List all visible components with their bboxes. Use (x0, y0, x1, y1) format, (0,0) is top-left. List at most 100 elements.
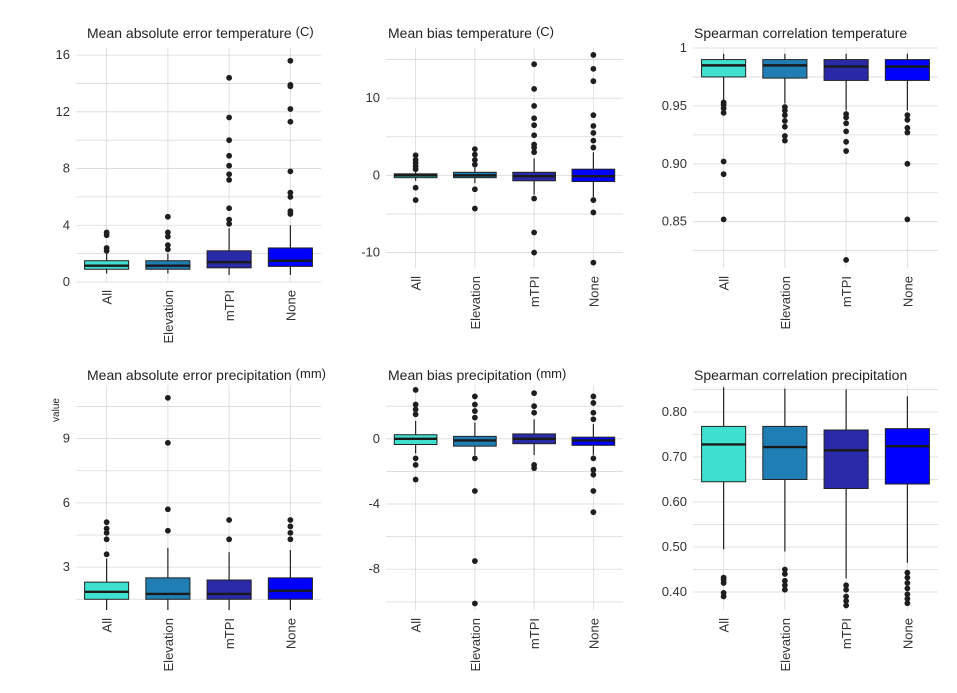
x-category-label: Elevation (161, 290, 176, 343)
x-category-label: mTPI (222, 618, 237, 649)
outlier-point (720, 590, 727, 596)
outlier-point (471, 414, 478, 421)
outlier-point (103, 529, 110, 536)
outlier-point (164, 506, 171, 513)
x-category-label: Elevation (161, 618, 176, 671)
outlier-point (287, 57, 294, 64)
x-category-label: All (100, 290, 115, 305)
x-category-label: All (100, 618, 115, 633)
outlier-point (843, 593, 850, 600)
outlier-point (287, 194, 294, 200)
y-tick-label: 0 (373, 431, 380, 446)
box-mtpi (206, 250, 252, 269)
outlier-point (590, 65, 597, 72)
panel-3: Spearman correlation temperature 0.85 0.90… (662, 25, 938, 329)
box-none (884, 59, 930, 81)
outlier-point (103, 536, 110, 543)
outlier-point (781, 118, 788, 124)
outlier-point (103, 229, 110, 236)
outlier-point (164, 233, 171, 240)
outlier-point (226, 152, 233, 159)
outlier-point (590, 144, 597, 151)
y-tick-label: 0.85 (662, 214, 687, 229)
x-category-label: All (717, 276, 732, 291)
y-tick-label: 10 (366, 90, 380, 105)
outlier-point (781, 586, 788, 593)
outlier-point (412, 455, 419, 462)
outlier-point (287, 208, 294, 214)
outlier-point (471, 205, 478, 212)
outlier-point (471, 186, 478, 193)
y-tick-label: 16 (56, 47, 70, 62)
outlier-point (226, 171, 233, 178)
outlier-point (590, 393, 597, 400)
outlier-point (471, 151, 478, 158)
panel-title: Spearman correlation temperature (694, 25, 907, 41)
outlier-point (590, 78, 597, 85)
x-category-label: mTPI (839, 618, 854, 649)
outlier-point (590, 209, 597, 216)
outlier-point (781, 582, 788, 589)
panel-4: Mean absolute error precipitation (mm) 3 6 9… (63, 366, 326, 671)
box-mtpi (206, 579, 252, 600)
outlier-point (590, 416, 597, 423)
y-tick-label: 0.40 (662, 584, 687, 599)
outlier-point (412, 386, 419, 393)
outlier-point (781, 112, 788, 119)
outlier-point (904, 600, 911, 607)
outlier-point (843, 111, 850, 117)
outlier-point (904, 580, 911, 586)
outlier-point (781, 123, 788, 130)
y-tick-label: 0.60 (662, 494, 687, 509)
x-category-label: mTPI (527, 276, 542, 307)
outlier-point (226, 536, 233, 543)
outlier-point (103, 245, 110, 251)
y-tick-label: -4 (368, 496, 380, 511)
outlier-point (531, 249, 538, 256)
outlier-point (904, 585, 911, 592)
panel-title-text: Mean bias precipitation (388, 367, 532, 383)
outlier-point (531, 61, 538, 68)
outlier-point (103, 519, 110, 526)
outlier-point (531, 86, 538, 92)
panel-title: Mean absolute error temperature (C) (87, 24, 314, 41)
outlier-point (590, 197, 597, 203)
outlier-point (412, 157, 419, 163)
outlier-point (471, 401, 478, 408)
outlier-point (590, 488, 597, 494)
outlier-point (590, 455, 597, 462)
outlier-point (471, 157, 478, 163)
outlier-point (590, 471, 597, 478)
outlier-point (720, 216, 727, 223)
outlier-point (531, 122, 538, 129)
outlier-point (287, 523, 294, 530)
panel-title-text: Spearman correlation temperature (694, 25, 907, 41)
outlier-point (226, 137, 233, 144)
outlier-point (904, 124, 911, 131)
box-elevation (762, 425, 808, 480)
outlier-point (287, 106, 294, 112)
panel-2: Mean bias temperature (C) -10 0 10 All Elevati… (361, 24, 623, 329)
outlier-point (843, 602, 850, 609)
y-tick-label: 12 (56, 104, 70, 119)
outlier-point (904, 574, 911, 581)
outlier-point (164, 394, 171, 401)
outlier-point (904, 112, 911, 119)
outlier-point (531, 461, 538, 468)
outlier-point (471, 455, 478, 462)
x-category-label: Elevation (468, 276, 483, 329)
y-tick-label: 0.80 (662, 404, 687, 419)
outlier-point (164, 213, 171, 220)
outlier-point (412, 461, 419, 468)
x-category-label: All (409, 618, 424, 633)
x-category-label: mTPI (527, 618, 542, 649)
panel-title-unit: (mm) (296, 366, 326, 381)
outlier-point (287, 168, 294, 175)
outlier-point (471, 161, 478, 168)
outlier-point (287, 189, 294, 196)
panel-title-unit: (C) (296, 24, 314, 39)
box-mtpi (823, 59, 869, 81)
x-category-label: None (283, 618, 298, 649)
box-none (884, 428, 930, 485)
